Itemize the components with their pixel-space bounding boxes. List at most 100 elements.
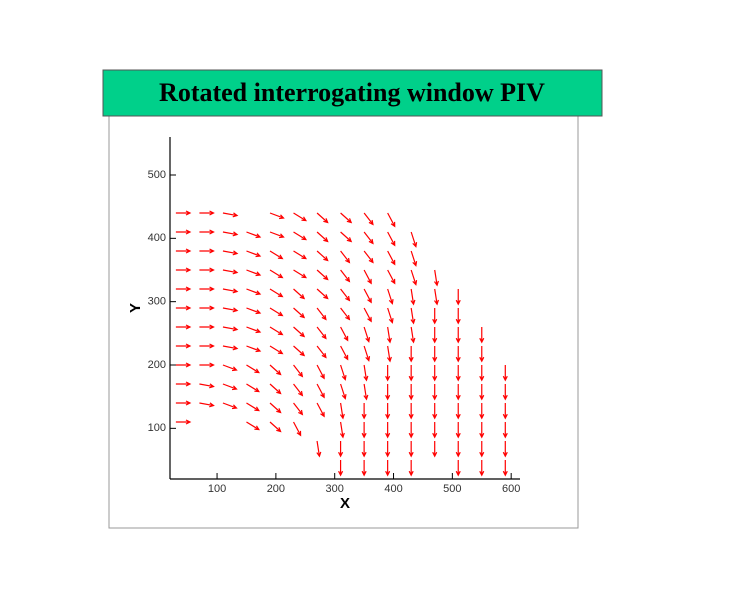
vector-arrow (361, 403, 367, 420)
vector-arrow (479, 422, 485, 439)
vector-arrow (246, 421, 260, 431)
vector-arrow (432, 384, 438, 401)
y-tick-label: 400 (148, 232, 166, 244)
vector-arrow (338, 460, 344, 477)
vector-arrow (199, 286, 215, 292)
vector-arrow (479, 346, 485, 363)
vector-arrow (455, 422, 461, 439)
vector-arrow (455, 403, 461, 420)
vector-arrow (432, 441, 438, 458)
vector-arrow (316, 288, 329, 300)
vector-arrow (385, 403, 391, 420)
x-tick-label: 600 (502, 483, 520, 495)
vector-arrow (316, 307, 327, 321)
vector-arrow (340, 345, 349, 361)
vector-arrow (455, 365, 461, 382)
vector-arrow (222, 231, 239, 237)
vector-arrow (340, 269, 351, 283)
vector-arrow (293, 250, 308, 260)
vector-arrow (222, 288, 239, 294)
vector-arrow (455, 289, 461, 306)
vector-arrow (479, 460, 485, 477)
vector-arrow (293, 288, 306, 300)
vector-arrow (363, 288, 372, 304)
vector-arrow (363, 307, 372, 323)
vector-arrow (175, 267, 192, 273)
vector-arrow (293, 307, 306, 319)
chart-title: Rotated interrogating window PIV (159, 78, 545, 107)
vector-arrow (222, 383, 238, 391)
x-tick-label: 200 (267, 483, 285, 495)
vector-arrow (175, 305, 192, 311)
vector-arrow (222, 212, 239, 218)
vector-arrow (246, 402, 260, 412)
vector-arrow (361, 460, 367, 477)
vector-arrow (363, 250, 374, 264)
vector-arrow (479, 365, 485, 382)
vector-arrow (340, 364, 347, 381)
vector-arrow (432, 365, 438, 382)
vector-arrow (175, 419, 192, 425)
vector-arrow (502, 460, 508, 477)
vector-arrow (387, 269, 396, 285)
vector-arrow (433, 269, 439, 287)
vector-arrow (175, 400, 192, 406)
vector-arrow (316, 383, 325, 399)
vector-arrow (385, 460, 391, 477)
vector-arrow (408, 365, 414, 382)
vector-arrow (408, 441, 414, 458)
vector-arrow (363, 212, 374, 226)
vector-arrow (479, 403, 485, 420)
vector-arrow (363, 231, 374, 245)
vector-arrow (387, 231, 396, 247)
vector-arrow (246, 364, 260, 374)
vector-arrow (455, 460, 461, 477)
vector-arrow (502, 365, 508, 382)
x-tick-label: 400 (384, 483, 402, 495)
vector-arrow (293, 212, 308, 222)
vector-arrow (455, 441, 461, 458)
vector-arrow (316, 440, 322, 458)
vector-arrow (385, 441, 391, 458)
vector-arrow (410, 307, 416, 325)
vector-arrow (316, 364, 325, 380)
vector-arrow (199, 229, 215, 235)
vector-arrow (385, 422, 391, 439)
vector-arrow (316, 269, 329, 281)
vector-arrow (363, 345, 371, 362)
vector-arrow (222, 402, 238, 410)
vector-arrow (387, 250, 396, 266)
vector-arrow (339, 421, 345, 439)
vector-arrow (340, 231, 353, 243)
vector-arrow (410, 288, 416, 306)
vector-arrow (269, 212, 285, 220)
vector-arrow (246, 250, 262, 258)
vector-arrow (361, 422, 367, 439)
vector-arrow (199, 343, 215, 349)
vector-arrow (340, 288, 351, 302)
vector-arrow (432, 422, 438, 439)
vector-arrow (199, 210, 215, 216)
y-tick-label: 300 (148, 296, 166, 308)
vector-arrow (455, 327, 461, 344)
vector-arrow (222, 326, 239, 332)
vector-arrow (246, 326, 262, 334)
vector-arrow (293, 364, 304, 378)
vector-arrow (222, 364, 238, 372)
vector-arrow (246, 288, 262, 296)
vector-arrow (408, 460, 414, 477)
vector-arrow (387, 288, 394, 305)
vector-arrow (175, 210, 192, 216)
vector-arrow (246, 231, 262, 239)
vector-arrow (293, 269, 308, 279)
vector-arrow (410, 269, 418, 286)
vector-arrow (455, 346, 461, 363)
vector-arrow (246, 269, 262, 277)
vector-arrow (199, 267, 215, 273)
vector-arrow (246, 345, 262, 353)
vector-arrow (175, 324, 192, 330)
vector-arrow (408, 403, 414, 420)
vector-arrow (385, 365, 391, 382)
vector-arrow (199, 248, 215, 254)
